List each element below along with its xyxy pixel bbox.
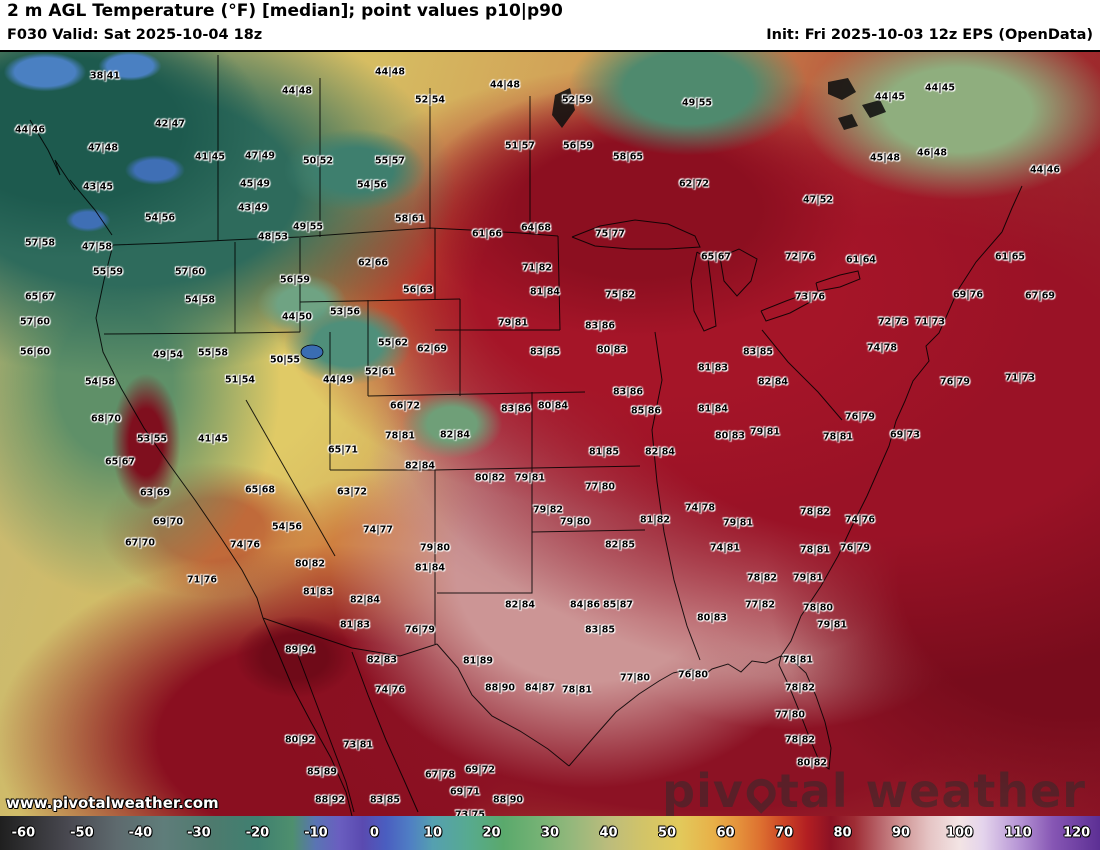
colorbar-tick: 100 [945,825,974,841]
pin-icon [740,772,782,814]
colorbar-tick: 120 [1063,825,1091,841]
header-bar: 2 m AGL Temperature (°F) [median]; point… [0,0,1100,50]
colorbar-tick: -40 [128,825,153,841]
colorbar-tick: 10 [423,825,443,841]
valid-time-label: F030 Valid: Sat 2025-10-04 18z [7,27,263,43]
brand-watermark: piv tal weather [662,764,1086,818]
colorbar-tick: 110 [1004,825,1032,841]
colorbar-tick: -20 [245,825,270,841]
colorbar-tick: -60 [11,825,36,841]
colorbar-tick: 60 [716,825,735,841]
colorbar-tick: 0 [369,825,379,841]
header-subrow: F030 Valid: Sat 2025-10-04 18z Init: Fri… [7,27,1093,43]
website-url: www.pivotalweather.com [6,794,219,812]
colorbar-tick: 90 [892,825,911,841]
colorbar-tick: 40 [599,825,618,841]
colorbar-tick: 20 [482,825,501,841]
colorbar-tick: 80 [833,825,852,841]
colorbar-tick: -10 [304,825,328,841]
init-time-label: Init: Fri 2025-10-03 12z EPS (OpenData) [766,27,1093,43]
map-title: 2 m AGL Temperature (°F) [median]; point… [7,1,563,21]
colorbar-tick: 50 [657,825,677,841]
map-canvas[interactable] [0,50,1100,816]
colorbar-tick: 30 [540,825,560,841]
colorbar: -60 -50 -40 -30 -20 -10 0 10 20 30 40 50 60 70 80 90 100… [0,816,1100,850]
colorbar-tick: 70 [774,825,794,841]
colorbar-tick: -30 [187,825,211,841]
colorbar-tick: -50 [70,825,94,841]
